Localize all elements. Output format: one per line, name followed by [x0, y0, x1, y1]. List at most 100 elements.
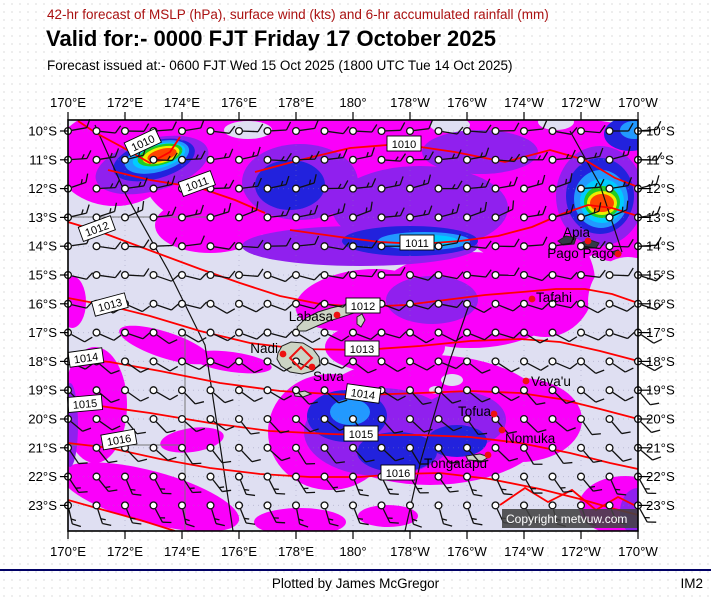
station-circle [519, 328, 529, 337]
barb-feather [511, 367, 520, 373]
barb-feather [569, 362, 578, 370]
station-circle [548, 213, 557, 222]
barb-feather [397, 395, 406, 401]
barb-shaft [327, 420, 341, 431]
barb-feather [114, 148, 120, 158]
barb-shaft [214, 211, 229, 217]
barb-shaft [183, 479, 193, 493]
station-circle [576, 501, 586, 510]
barb-shaft [641, 214, 657, 218]
lon-label-bottom: 174°W [504, 544, 544, 559]
wind-barb [263, 501, 286, 524]
wind-barb [348, 443, 375, 463]
barb-feather [626, 200, 629, 210]
isobar-label: 1011 [399, 234, 435, 251]
wind-barb [462, 124, 492, 136]
barb-shaft [613, 245, 629, 248]
wind-barb [462, 414, 488, 436]
wind-barb [576, 299, 606, 314]
barb-shaft [271, 159, 287, 162]
barb-feather [542, 205, 547, 215]
station-circle [348, 501, 358, 510]
wind-barb [320, 270, 350, 280]
barb-feather [254, 368, 263, 374]
wind-barb [263, 472, 286, 495]
lat-label-left: 20°S [28, 412, 57, 427]
station-circle [576, 414, 586, 424]
barb-shaft [242, 130, 259, 133]
rain-patch [538, 120, 574, 130]
wind-barb [206, 414, 235, 431]
barb-feather [228, 270, 236, 279]
barb-feather [168, 339, 178, 345]
wind-barb [263, 443, 291, 462]
barb-feather [455, 362, 464, 370]
wind-barb [320, 357, 350, 369]
station-circle [434, 270, 443, 280]
city-dot [528, 295, 536, 303]
barb-half-feather [223, 208, 226, 214]
wind-barb [92, 179, 121, 193]
barb-half-feather [109, 208, 112, 214]
barb-shaft [613, 184, 629, 189]
barb-shaft [554, 479, 564, 493]
wind-barb [206, 241, 236, 251]
wind-barb [519, 270, 550, 282]
barb-shaft [328, 156, 344, 160]
wind-barb [405, 205, 433, 222]
wind-barb [434, 414, 463, 432]
issued-time-line: Forecast issued at:- 0600 FJT Wed 15 Oct… [47, 58, 513, 73]
barb-feather [655, 175, 660, 185]
barb-feather [140, 367, 149, 373]
wind-barb [462, 147, 490, 164]
barb-half-feather [138, 181, 142, 187]
barb-feather [246, 493, 256, 497]
barb-feather [456, 271, 464, 280]
barb-feather [449, 461, 459, 464]
barb-feather [456, 203, 460, 213]
barb-half-feather [622, 181, 626, 187]
barb-shaft [271, 129, 287, 132]
station-circle [320, 501, 329, 510]
station-circle [291, 328, 301, 337]
isobar-label-box [345, 297, 381, 314]
barb-half-feather [451, 208, 454, 214]
station-circle [149, 184, 158, 193]
barb-shaft [527, 183, 543, 189]
barb-feather [655, 274, 664, 282]
barb-feather [513, 238, 520, 247]
barb-shaft [584, 305, 599, 314]
wind-barb [605, 267, 634, 280]
barb-shaft [154, 508, 163, 523]
barb-shaft [470, 186, 486, 189]
barb-shaft [214, 130, 230, 134]
barb-shaft [469, 450, 480, 463]
barb-feather [285, 175, 290, 185]
barb-shaft [582, 421, 593, 435]
wind-barb [234, 501, 256, 525]
wind-barb [605, 146, 631, 164]
barb-half-feather [70, 518, 77, 522]
barb-shaft [469, 392, 483, 403]
station-circle [491, 155, 500, 164]
barb-feather [171, 152, 178, 161]
barb-shaft [440, 450, 451, 464]
wind-barb [206, 357, 236, 369]
barb-shaft [239, 508, 247, 524]
wind-barb [291, 205, 319, 222]
isobar-label: 1014 [344, 383, 382, 404]
lon-label-bottom: 180° [339, 544, 366, 559]
wind-barb [576, 472, 603, 492]
station-circle [234, 299, 244, 308]
barb-feather [570, 300, 578, 309]
station-circle [291, 501, 301, 510]
wind-barb [605, 328, 635, 340]
barb-shaft [213, 305, 228, 314]
barb-shaft [71, 127, 87, 131]
barb-shaft [584, 130, 600, 134]
barb-feather [257, 123, 264, 133]
wind-barb [320, 242, 350, 251]
barb-shaft [299, 243, 315, 247]
station-circle [348, 328, 358, 337]
isobar-label-value: 1016 [386, 468, 410, 480]
